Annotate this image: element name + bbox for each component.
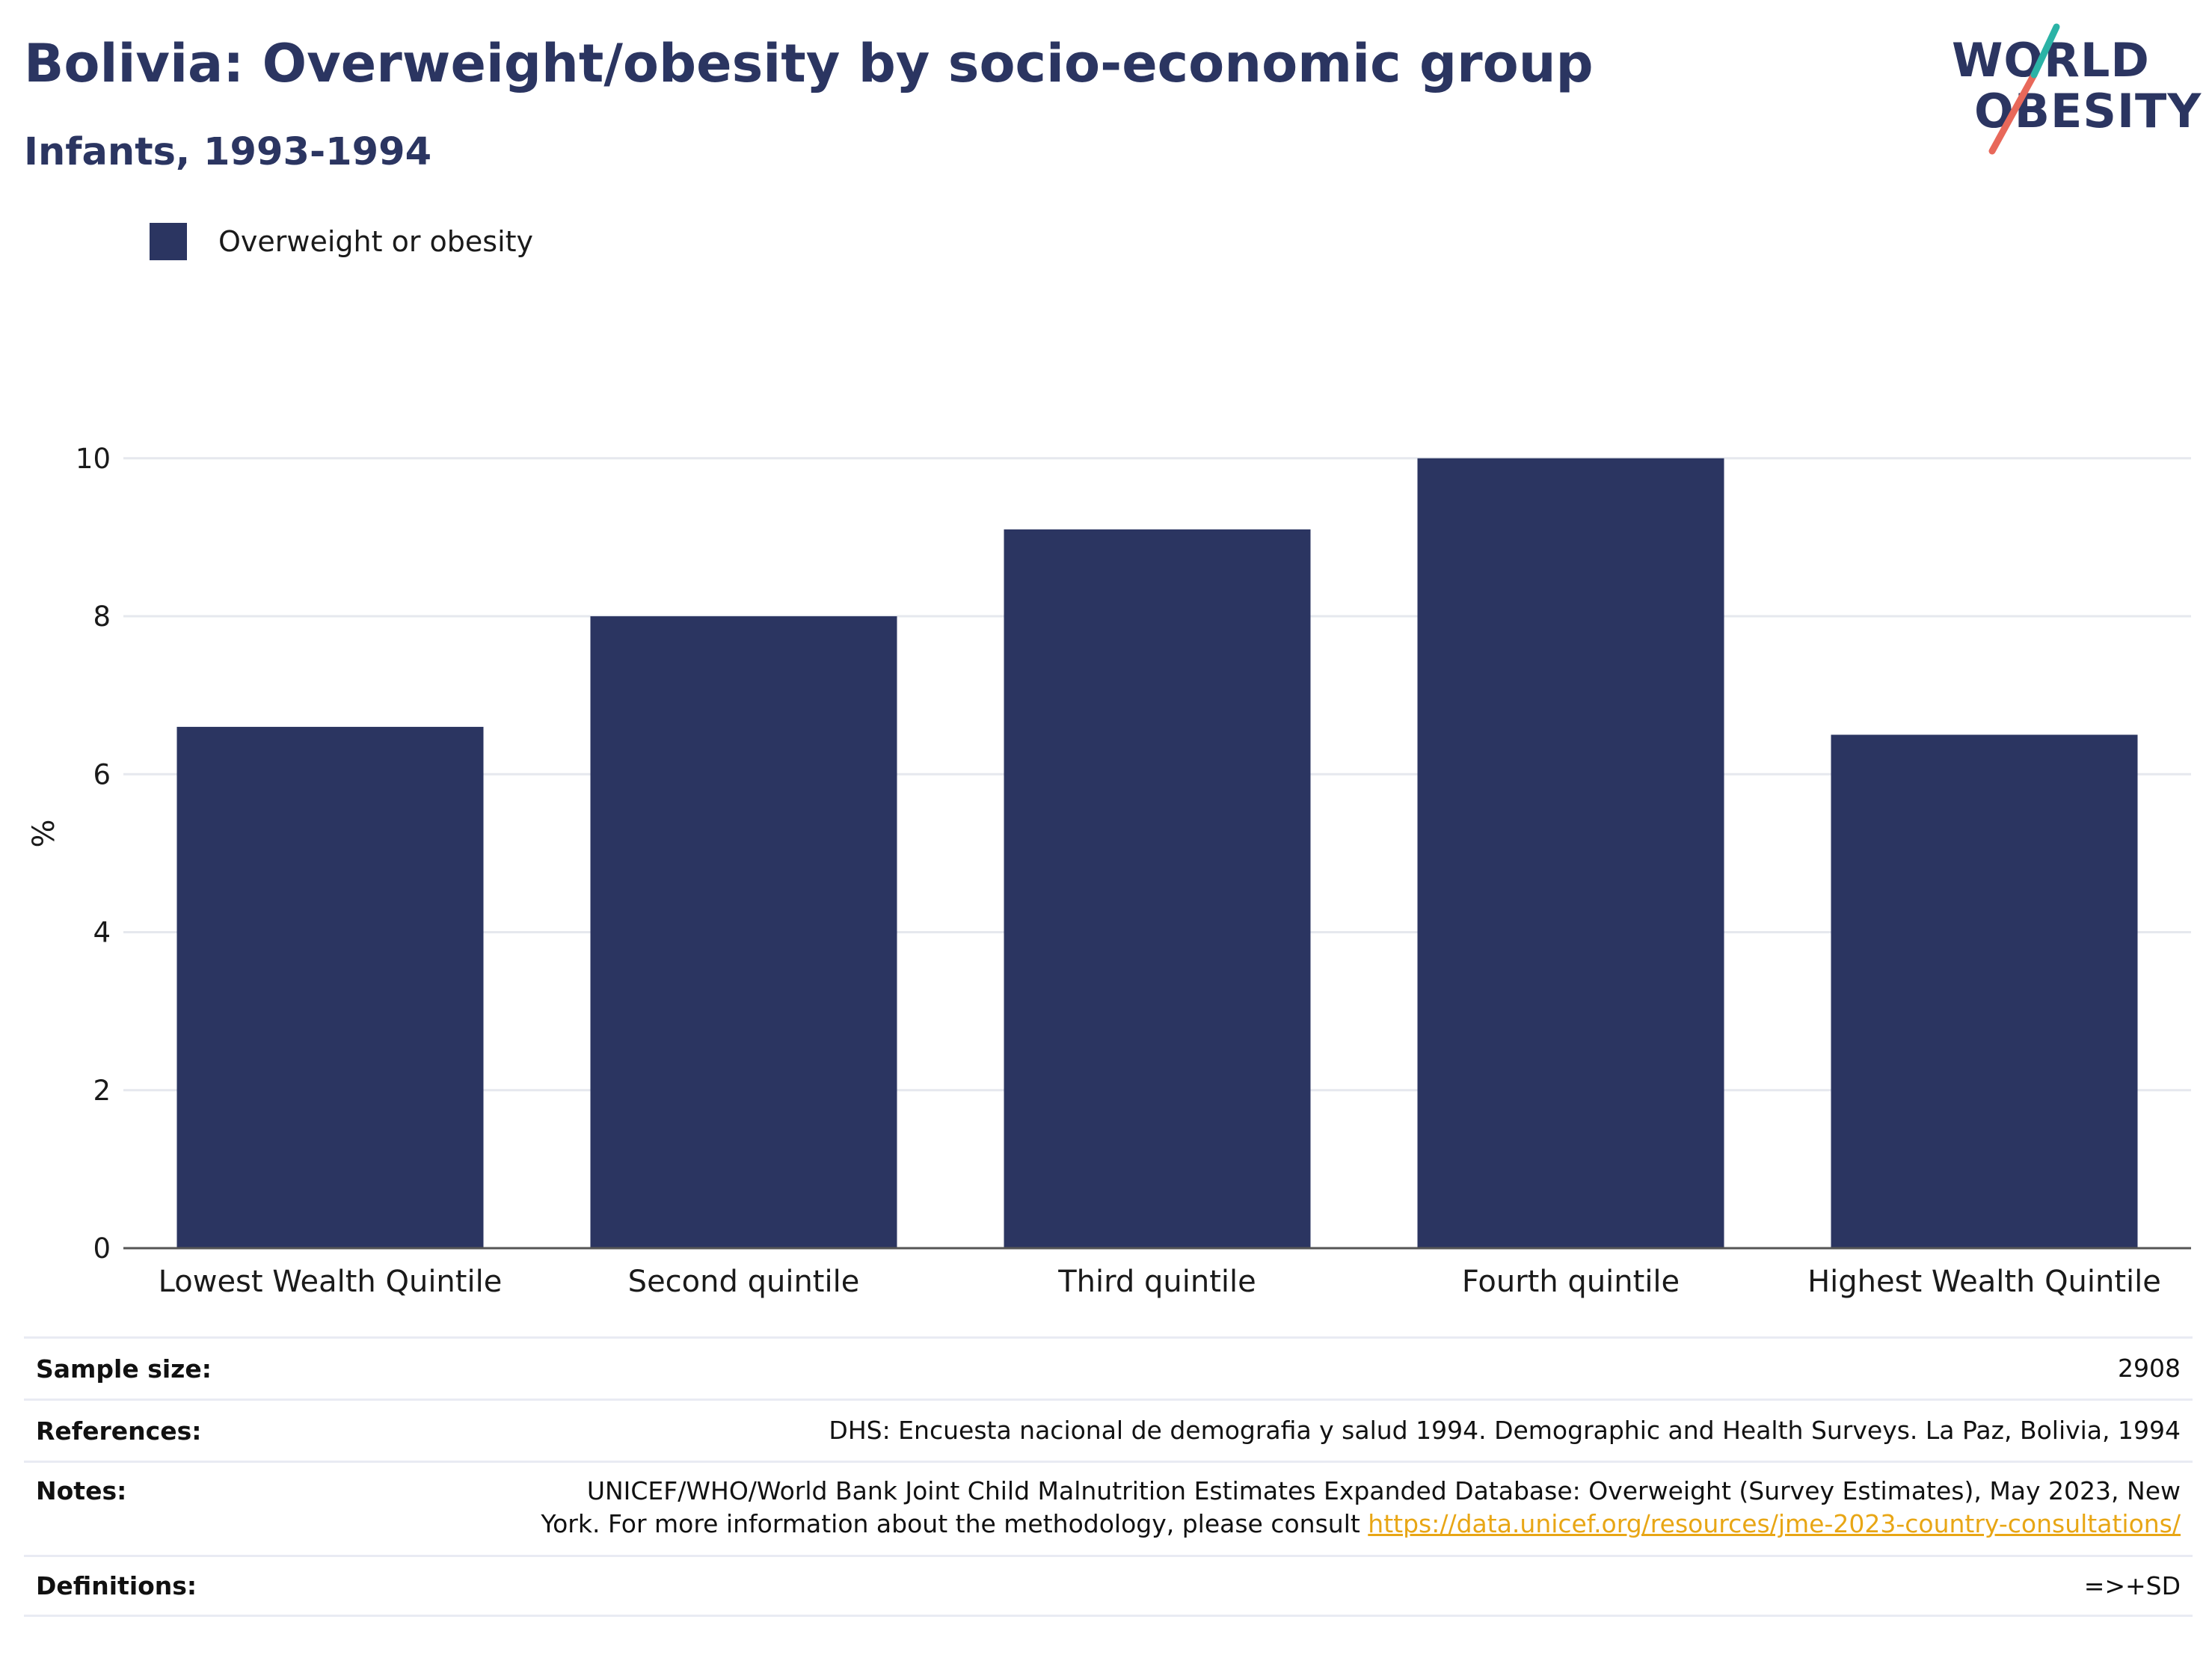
methodology-link[interactable]: https://data.unicef.org/resources/jme-20…	[1368, 1509, 2181, 1538]
x-tick-label: Third quintile	[1057, 1265, 1256, 1299]
notes-value: UNICEF/WHO/World Bank Joint Child Malnut…	[541, 1475, 2181, 1541]
y-tick-label: 6	[93, 758, 111, 790]
bar	[176, 726, 484, 1248]
references-label: References:	[36, 1416, 202, 1446]
chart-legend: Overweight or obesity	[150, 223, 533, 260]
chart-footer: Sample size: 2908 References: DHS: Encue…	[24, 1336, 2193, 1617]
references-value: DHS: Encuesta nacional de demografia y s…	[829, 1416, 2181, 1445]
y-tick-label: 10	[76, 443, 111, 475]
y-tick-label: 4	[93, 917, 111, 949]
world-obesity-logo: WORLD OBESITY	[1952, 22, 2201, 157]
sample-size-label: Sample size:	[36, 1354, 212, 1384]
logo-slash-icon	[1988, 23, 2060, 155]
bar	[1831, 734, 2138, 1248]
notes-line-2: York. For more information about the met…	[541, 1509, 1368, 1538]
y-tick-label: 0	[93, 1232, 111, 1265]
footer-row-notes: Notes: UNICEF/WHO/World Bank Joint Child…	[24, 1461, 2193, 1555]
footer-row-sample-size: Sample size: 2908	[24, 1336, 2193, 1398]
bar	[1417, 458, 1724, 1248]
footer-row-definitions: Definitions: =>+SD	[24, 1555, 2193, 1617]
notes-line-1: UNICEF/WHO/World Bank Joint Child Malnut…	[586, 1476, 2181, 1505]
y-axis-label: %	[27, 819, 61, 847]
legend-label: Overweight or obesity	[218, 225, 534, 258]
x-tick-label: Lowest Wealth Quintile	[159, 1265, 503, 1299]
y-tick-label: 2	[93, 1075, 111, 1107]
definitions-value: =>+SD	[2083, 1570, 2181, 1600]
legend-swatch	[150, 223, 187, 260]
page-subtitle: Infants, 1993-1994	[24, 130, 432, 174]
x-tick-label: Fourth quintile	[1462, 1265, 1680, 1299]
page-title: Bolivia: Overweight/obesity by socio-eco…	[24, 33, 1594, 94]
x-tick-label: Second quintile	[628, 1265, 860, 1299]
x-tick-label: Highest Wealth Quintile	[1807, 1265, 2161, 1299]
bar	[590, 616, 897, 1248]
sample-size-value: 2908	[2118, 1354, 2181, 1383]
footer-row-references: References: DHS: Encuesta nacional de de…	[24, 1398, 2193, 1461]
y-tick-label: 8	[93, 601, 111, 633]
notes-label: Notes:	[36, 1476, 127, 1505]
definitions-label: Definitions:	[36, 1571, 197, 1600]
bar-chart: 0 2 4 6 8 10% Lowest Wealth Quintile Second qui…	[27, 443, 2191, 1299]
bar	[1004, 529, 1311, 1248]
